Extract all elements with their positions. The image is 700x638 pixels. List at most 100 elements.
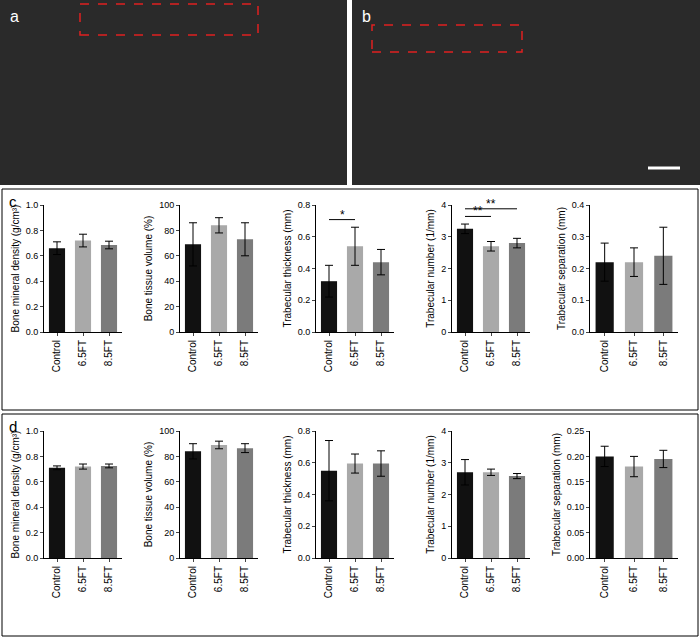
svg-text:0.2: 0.2 (298, 521, 311, 531)
svg-text:Control: Control (459, 566, 470, 598)
svg-text:Trabecular number (1/mm): Trabecular number (1/mm) (425, 209, 436, 328)
svg-text:8.5FT: 8.5FT (239, 566, 250, 592)
svg-text:6.5FT: 6.5FT (213, 340, 224, 366)
svg-text:0: 0 (441, 327, 446, 337)
svg-text:1.0: 1.0 (26, 426, 39, 436)
svg-text:0.6: 0.6 (26, 251, 39, 261)
svg-text:Control: Control (51, 340, 62, 372)
svg-text:0.0: 0.0 (26, 327, 39, 337)
svg-text:0.0: 0.0 (572, 327, 585, 337)
svg-text:1.0: 1.0 (26, 200, 39, 210)
svg-text:0.4: 0.4 (298, 490, 311, 500)
svg-text:Control: Control (323, 566, 334, 598)
svg-text:6.5FT: 6.5FT (628, 340, 639, 366)
svg-text:0.20: 0.20 (567, 452, 585, 462)
svg-text:0.6: 0.6 (298, 232, 311, 242)
svg-text:2: 2 (441, 490, 446, 500)
svg-text:0: 0 (441, 553, 446, 563)
svg-text:0.2: 0.2 (572, 264, 585, 274)
svg-text:4: 4 (441, 200, 446, 210)
svg-text:6.5FT: 6.5FT (77, 340, 88, 366)
svg-text:0.0: 0.0 (298, 327, 311, 337)
svg-text:0.2: 0.2 (26, 302, 39, 312)
svg-text:0.2: 0.2 (298, 295, 311, 305)
svg-text:b: b (362, 8, 371, 25)
svg-text:8.5FT: 8.5FT (375, 566, 386, 592)
svg-text:Trabecular separation (mm): Trabecular separation (mm) (556, 207, 567, 330)
svg-text:80: 80 (164, 452, 174, 462)
svg-text:8.5FT: 8.5FT (103, 340, 114, 366)
svg-text:8.5FT: 8.5FT (511, 566, 522, 592)
svg-text:0.00: 0.00 (567, 553, 585, 563)
svg-text:0.10: 0.10 (567, 502, 585, 512)
svg-text:0.4: 0.4 (298, 264, 311, 274)
svg-text:0: 0 (169, 327, 174, 337)
svg-text:0: 0 (169, 553, 174, 563)
svg-text:6.5FT: 6.5FT (349, 566, 360, 592)
svg-text:0.8: 0.8 (298, 426, 311, 436)
svg-text:6.5FT: 6.5FT (485, 340, 496, 366)
svg-text:**: ** (473, 204, 483, 218)
svg-text:Bone mineral density (g/cm³): Bone mineral density (g/cm³) (10, 431, 21, 559)
svg-text:Bone mineral density (g/cm³): Bone mineral density (g/cm³) (10, 205, 21, 333)
svg-text:8.5FT: 8.5FT (103, 566, 114, 592)
svg-text:1: 1 (441, 295, 446, 305)
svg-text:6.5FT: 6.5FT (628, 566, 639, 592)
svg-text:Control: Control (187, 340, 198, 372)
svg-text:8.5FT: 8.5FT (511, 340, 522, 366)
svg-text:6.5FT: 6.5FT (213, 566, 224, 592)
svg-text:60: 60 (164, 477, 174, 487)
svg-text:4: 4 (441, 426, 446, 436)
svg-text:Control: Control (323, 340, 334, 372)
svg-text:0.0: 0.0 (26, 553, 39, 563)
svg-text:*: * (340, 208, 345, 222)
svg-text:0.2: 0.2 (26, 528, 39, 538)
svg-text:20: 20 (164, 302, 174, 312)
svg-text:0.0: 0.0 (298, 553, 311, 563)
svg-text:80: 80 (164, 226, 174, 236)
svg-text:0.15: 0.15 (567, 477, 585, 487)
svg-text:Trabecular number (1/mm): Trabecular number (1/mm) (425, 435, 436, 554)
svg-text:100: 100 (159, 200, 174, 210)
svg-text:Control: Control (51, 566, 62, 598)
svg-text:0.4: 0.4 (26, 276, 39, 286)
svg-text:40: 40 (164, 502, 174, 512)
svg-text:Bone tissue volume (%): Bone tissue volume (%) (143, 216, 154, 322)
svg-text:3: 3 (441, 232, 446, 242)
svg-text:0.8: 0.8 (298, 200, 311, 210)
svg-text:Trabecular thickness (mm): Trabecular thickness (mm) (282, 210, 293, 328)
svg-text:40: 40 (164, 276, 174, 286)
svg-text:Bone tissue volume (%): Bone tissue volume (%) (143, 442, 154, 548)
svg-text:2: 2 (441, 264, 446, 274)
svg-text:8.5FT: 8.5FT (658, 340, 669, 366)
svg-text:0.8: 0.8 (26, 452, 39, 462)
svg-text:0.25: 0.25 (567, 426, 585, 436)
svg-text:Control: Control (599, 566, 610, 598)
svg-text:0.6: 0.6 (298, 458, 311, 468)
svg-text:20: 20 (164, 528, 174, 538)
svg-text:6.5FT: 6.5FT (485, 566, 496, 592)
svg-text:3: 3 (441, 458, 446, 468)
svg-text:Trabecular thickness (mm): Trabecular thickness (mm) (282, 436, 293, 554)
svg-text:a: a (10, 8, 19, 25)
svg-text:Trabecular separation (mm): Trabecular separation (mm) (551, 433, 562, 556)
svg-text:Control: Control (459, 340, 470, 372)
svg-text:0.4: 0.4 (572, 200, 585, 210)
svg-text:60: 60 (164, 251, 174, 261)
svg-text:Control: Control (599, 340, 610, 372)
svg-text:0.05: 0.05 (567, 528, 585, 538)
svg-text:6.5FT: 6.5FT (77, 566, 88, 592)
svg-text:c: c (9, 193, 17, 210)
svg-text:100: 100 (159, 426, 174, 436)
svg-text:0.8: 0.8 (26, 226, 39, 236)
svg-text:0.6: 0.6 (26, 477, 39, 487)
svg-text:8.5FT: 8.5FT (658, 566, 669, 592)
svg-text:0.4: 0.4 (26, 502, 39, 512)
svg-text:Control: Control (187, 566, 198, 598)
svg-text:8.5FT: 8.5FT (239, 340, 250, 366)
svg-text:**: ** (486, 197, 496, 211)
svg-text:0.3: 0.3 (572, 232, 585, 242)
svg-text:8.5FT: 8.5FT (375, 340, 386, 366)
svg-text:0.1: 0.1 (572, 295, 585, 305)
svg-text:1: 1 (441, 521, 446, 531)
